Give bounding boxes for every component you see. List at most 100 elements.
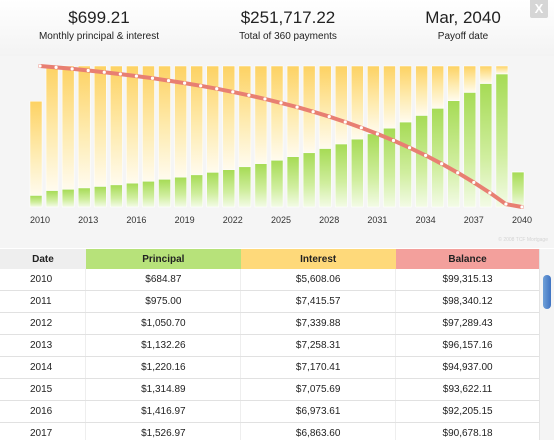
bar-principal-2036 bbox=[447, 100, 460, 208]
bar-principal-2031 bbox=[367, 133, 380, 208]
bar-interest-2011 bbox=[45, 65, 59, 191]
cell-interest: $7,170.41 bbox=[240, 356, 397, 379]
table-row: 2015 $1,314.89 $7,075.69 $93,622.11 bbox=[0, 378, 540, 401]
bar-interest-2024 bbox=[254, 65, 268, 164]
cell-date: 2016 bbox=[0, 400, 87, 423]
chart-bars bbox=[29, 65, 525, 208]
bar-interest-2012 bbox=[61, 65, 75, 190]
bar-principal-2033 bbox=[399, 121, 412, 208]
total-payments-stat: $251,717.22 Total of 360 payments bbox=[188, 8, 388, 42]
payoff-date-label: Payoff date bbox=[437, 31, 489, 42]
bar-interest-2028 bbox=[318, 65, 332, 149]
header-date[interactable]: Date bbox=[0, 249, 86, 269]
bar-principal-2021 bbox=[206, 172, 219, 208]
balance-point-2015 bbox=[118, 72, 122, 76]
balance-point-2014 bbox=[102, 70, 106, 74]
header-balance[interactable]: Balance bbox=[395, 249, 540, 269]
bar-principal-2024 bbox=[254, 163, 268, 208]
bar-principal-2010 bbox=[29, 195, 43, 208]
balance-point-2029 bbox=[343, 120, 347, 124]
x-tick-label-2016: 2016 bbox=[126, 215, 146, 225]
balance-point-2013 bbox=[86, 68, 90, 73]
cell-date: 2012 bbox=[0, 312, 87, 335]
cell-date: 2011 bbox=[0, 290, 87, 313]
balance-point-2032 bbox=[391, 138, 396, 143]
table-header-row: Date Principal Interest Balance bbox=[0, 249, 540, 269]
bar-interest-2021 bbox=[206, 65, 219, 173]
cell-balance: $93,622.11 bbox=[395, 378, 540, 401]
balance-point-2035 bbox=[440, 162, 444, 166]
bar-principal-2029 bbox=[335, 143, 348, 208]
header-interest[interactable]: Interest bbox=[240, 249, 396, 269]
bar-interest-2031 bbox=[367, 65, 380, 135]
x-tick-label-2025: 2025 bbox=[271, 215, 291, 225]
table-scrollbar[interactable] bbox=[539, 249, 554, 440]
cell-balance: $98,340.12 bbox=[395, 290, 540, 313]
balance-point-2024 bbox=[263, 97, 267, 101]
cell-principal: $975.00 bbox=[85, 290, 242, 313]
balance-point-2023 bbox=[247, 93, 251, 97]
amortization-chart: 2010 2013 2016 2019 2022 2025 2028 2031 2034 2037… bbox=[0, 56, 554, 248]
table-row: 2013 $1,132.26 $7,258.31 $96,157.16 bbox=[0, 334, 540, 357]
cell-date: 2015 bbox=[0, 378, 87, 401]
x-tick-label-2019: 2019 bbox=[175, 215, 195, 225]
balance-point-2010 bbox=[38, 64, 42, 68]
monthly-payment-label: Monthly principal & interest bbox=[38, 31, 160, 42]
balance-point-2020 bbox=[199, 84, 203, 88]
bar-principal-2037 bbox=[463, 92, 477, 208]
bar-interest-2033 bbox=[399, 65, 412, 123]
bar-principal-2039 bbox=[495, 73, 509, 208]
bar-principal-2030 bbox=[351, 138, 364, 208]
bar-interest-2036 bbox=[447, 65, 460, 102]
bar-principal-2017 bbox=[142, 181, 155, 208]
payoff-date-stat: Mar, 2040 Payoff date bbox=[388, 8, 538, 42]
cell-principal: $1,132.26 bbox=[85, 334, 242, 357]
bar-interest-2022 bbox=[222, 65, 236, 170]
x-tick-label-2034: 2034 bbox=[416, 215, 436, 225]
bar-principal-2015 bbox=[110, 184, 123, 208]
bar-principal-2025 bbox=[270, 160, 284, 208]
cell-date: 2010 bbox=[0, 269, 87, 291]
bar-principal-2023 bbox=[238, 166, 252, 208]
x-tick-label-2013: 2013 bbox=[78, 215, 98, 225]
cell-balance: $97,289.43 bbox=[395, 312, 540, 335]
balance-point-2019 bbox=[183, 81, 187, 85]
summary-header: $699.21 Monthly principal & interest $25… bbox=[0, 0, 554, 56]
balance-point-2011 bbox=[54, 65, 58, 69]
bar-interest-2020 bbox=[190, 65, 203, 176]
table-row: 2016 $1,416.97 $6,973.61 $92,205.15 bbox=[0, 400, 540, 423]
balance-point-2012 bbox=[70, 67, 74, 71]
bar-interest-2032 bbox=[383, 65, 396, 129]
bar-principal-2028 bbox=[318, 148, 332, 208]
balance-point-2018 bbox=[166, 78, 171, 83]
bar-interest-2038 bbox=[479, 65, 493, 84]
watermark-text: © 2008 TCF Mortgage bbox=[498, 237, 548, 243]
balance-point-2016 bbox=[134, 74, 138, 78]
bar-interest-2026 bbox=[286, 65, 300, 157]
cell-principal: $1,526.97 bbox=[85, 422, 242, 440]
bar-interest-2017 bbox=[142, 65, 155, 182]
payoff-date-value: Mar, 2040 bbox=[425, 8, 501, 27]
bar-principal-2022 bbox=[222, 169, 236, 208]
bar-interest-2034 bbox=[415, 65, 428, 116]
balance-point-2028 bbox=[327, 115, 331, 119]
total-payments-label: Total of 360 payments bbox=[239, 31, 337, 42]
cell-principal: $1,314.89 bbox=[85, 378, 242, 401]
bar-principal-2013 bbox=[77, 187, 91, 208]
balance-point-2022 bbox=[231, 90, 235, 94]
amortization-table: Date Principal Interest Balance 2010 $68… bbox=[0, 249, 540, 440]
bar-principal-2020 bbox=[190, 174, 203, 208]
header-principal[interactable]: Principal bbox=[85, 249, 241, 269]
bar-interest-2029 bbox=[335, 65, 348, 145]
balance-point-2037 bbox=[472, 180, 476, 185]
close-button[interactable]: X bbox=[530, 0, 548, 18]
balance-point-2039 bbox=[504, 202, 508, 206]
bar-principal-2018 bbox=[158, 179, 171, 208]
cell-date: 2017 bbox=[0, 422, 87, 440]
scrollbar-thumb[interactable] bbox=[543, 275, 551, 309]
cell-date: 2013 bbox=[0, 334, 87, 357]
bar-principal-2014 bbox=[94, 186, 107, 208]
bar-interest-2013 bbox=[77, 65, 91, 189]
cell-balance: $96,157.16 bbox=[395, 334, 540, 357]
